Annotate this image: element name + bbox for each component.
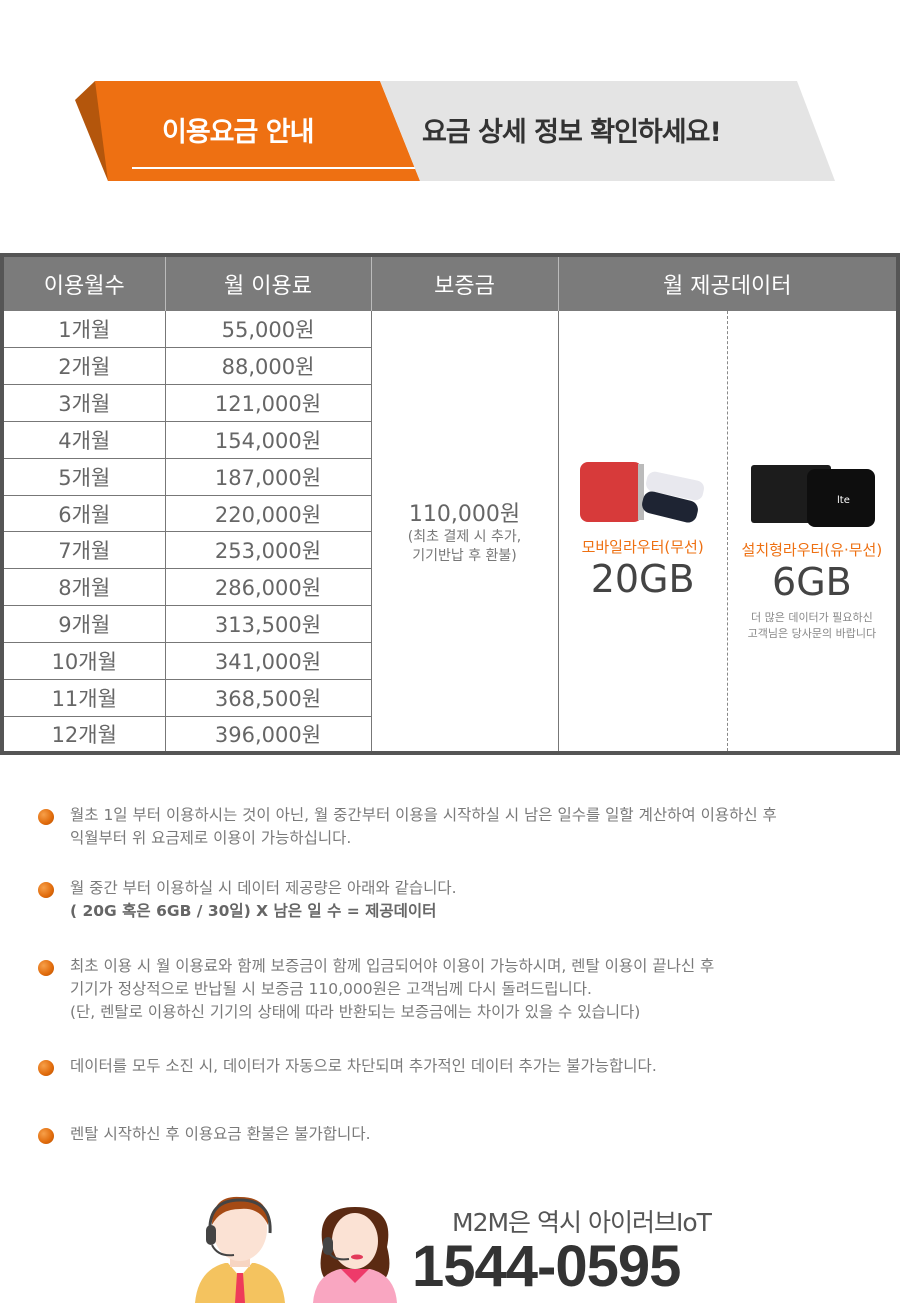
banner-subtitle-bg: [380, 81, 835, 181]
banner-subtitle: 요금 상세 정보 확인하세요!: [422, 117, 722, 148]
table-row: 4개월 154,000원: [2, 421, 898, 459]
note-item: 데이터를 모두 소진 시, 데이터가 자동으로 차단되며 추가적인 데이터 추가…: [38, 1055, 657, 1078]
fee-cell: 341,000원: [165, 642, 372, 680]
months-cell: 10개월: [2, 642, 166, 680]
table-row: 11개월 368,500원: [2, 679, 898, 717]
data-option-installed: lte 설치형라우터(유·무선) 6GB 더 많은 데이터가 필요하신 고객님은…: [726, 311, 896, 751]
svg-text:lte: lte: [837, 495, 850, 506]
bullet-icon: [38, 960, 54, 976]
data-cell: 모바일라우터(무선) 20GB .. lte 설치형라우터(유·무선) 6GB …: [558, 311, 898, 753]
bullet-icon: [38, 882, 54, 898]
header-months: 이용월수: [2, 255, 166, 311]
note-item: 렌탈 시작하신 후 이용요금 환불은 불가합니다.: [38, 1123, 371, 1146]
table-row: 1개월 55,000원 110,000원 (최초 결제 시 추가, 기기반납 후 …: [2, 311, 898, 753]
fee-cell: 396,000원: [165, 716, 372, 754]
note-item: 최초 이용 시 월 이용료와 함께 보증금이 함께 입금되어야 이용이 가능하시…: [38, 955, 714, 1024]
data-label-installed: 설치형라우터(유·무선): [741, 540, 883, 559]
months-cell: 12개월: [2, 716, 166, 754]
footer-phone[interactable]: 1544-0595: [412, 1234, 681, 1299]
table-row: 5개월 187,000원: [2, 458, 898, 496]
male-agent-illustration: [195, 1196, 285, 1303]
note-item: 월초 1일 부터 이용하시는 것이 아닌, 월 중간부터 이용을 시작하실 시 …: [38, 804, 777, 850]
months-cell: 8개월: [2, 568, 166, 607]
note-item: 월 중간 부터 이용하실 시 데이터 제공량은 아래와 같습니다. ( 20G 혹…: [38, 877, 457, 923]
pricing-table: 이용월수 월 이용료 보증금 월 제공데이터 1개월 55,000원 110,00…: [0, 253, 900, 755]
note-formula: ( 20G 혹은 6GB / 30일) X 남은 일 수 = 제공데이터: [70, 902, 437, 920]
deposit-amount: 110,000원: [408, 502, 521, 527]
table-row: 7개월 253,000원: [2, 531, 898, 570]
footer-slogan: M2M은 역시 아이러브IoT: [452, 1208, 712, 1237]
months-cell: 1개월: [2, 311, 166, 349]
data-option-mobile: 모바일라우터(무선) 20GB ..: [559, 311, 727, 751]
banner-title-bg: [95, 81, 420, 181]
deposit-cell: 110,000원 (최초 결제 시 추가, 기기반납 후 환불): [371, 311, 559, 753]
fee-cell: 286,000원: [165, 568, 372, 607]
note-line: 익월부터 위 요금제로 이용이 가능하십니다.: [70, 829, 352, 847]
months-cell: 7개월: [2, 531, 166, 570]
header-deposit: 보증금: [371, 255, 559, 311]
deposit-note-1: (최초 결제 시 추가,: [407, 529, 522, 545]
data-note-1: 더 많은 데이터가 필요하신: [750, 610, 873, 624]
note-line: 월 중간 부터 이용하실 시 데이터 제공량은 아래와 같습니다.: [70, 879, 457, 897]
months-cell: 3개월: [2, 384, 166, 422]
banner-title: 이용요금 안내: [162, 117, 314, 148]
banner-underline: [132, 167, 415, 169]
installed-router-image: lte: [750, 464, 875, 527]
note-line: 기기가 정상적으로 반납될 시 보증금 110,000원은 고객님께 다시 돌려…: [70, 980, 592, 998]
table-row: 3개월 121,000원: [2, 384, 898, 422]
note-line: (단, 렌탈로 이용하신 기기의 상태에 따라 반환되는 보증금에는 차이가 있…: [70, 1003, 641, 1021]
fee-cell: 121,000원: [165, 384, 372, 422]
months-cell: 4개월: [2, 421, 166, 459]
header-data: 월 제공데이터: [558, 255, 898, 311]
months-cell: 11개월: [2, 679, 166, 717]
note-line: 렌탈 시작하신 후 이용요금 환불은 불가합니다.: [70, 1125, 371, 1143]
months-cell: 6개월: [2, 495, 166, 533]
note-line: 최초 이용 시 월 이용료와 함께 보증금이 함께 입금되어야 이용이 가능하시…: [70, 957, 715, 975]
data-amount-installed: 6GB: [772, 559, 852, 604]
note-line: 월초 1일 부터 이용하시는 것이 아닌, 월 중간부터 이용을 시작하실 시 …: [70, 806, 777, 824]
table-row: 8개월 286,000원: [2, 568, 898, 607]
bullet-icon: [38, 1060, 54, 1076]
table-row: 2개월 88,000원: [2, 347, 898, 386]
table-row: 9개월 313,500원: [2, 605, 898, 643]
fee-cell: 55,000원: [165, 311, 372, 349]
header-fee: 월 이용료: [165, 255, 372, 311]
female-agent-illustration: [313, 1207, 397, 1303]
footer-contact: M2M은 역시 아이러브IoT 1544-0595: [0, 1195, 900, 1303]
fee-cell: 313,500원: [165, 605, 372, 643]
fee-cell: 253,000원: [165, 531, 372, 570]
fee-cell: 154,000원: [165, 421, 372, 459]
fee-cell: 187,000원: [165, 458, 372, 496]
table-row: 10개월 341,000원: [2, 642, 898, 680]
bullet-icon: [38, 1128, 54, 1144]
table-row: 12개월 396,000원: [2, 716, 898, 754]
table-row: 6개월 220,000원: [2, 495, 898, 533]
bullet-icon: [38, 809, 54, 825]
data-note-2: 고객님은 당사문의 바랍니다: [747, 626, 877, 640]
fee-cell: 88,000원: [165, 347, 372, 386]
note-line: 데이터를 모두 소진 시, 데이터가 자동으로 차단되며 추가적인 데이터 추가…: [70, 1057, 657, 1075]
months-cell: 2개월: [2, 347, 166, 386]
months-cell: 9개월: [2, 605, 166, 643]
banner: [75, 81, 835, 181]
mobile-router-image: [579, 461, 704, 523]
deposit-note-2: 기기반납 후 환불): [412, 548, 517, 564]
data-amount-mobile: 20GB: [590, 556, 695, 601]
data-label-mobile: 모바일라우터(무선): [581, 537, 704, 556]
fee-cell: 220,000원: [165, 495, 372, 533]
months-cell: 5개월: [2, 458, 166, 496]
fee-cell: 368,500원: [165, 679, 372, 717]
